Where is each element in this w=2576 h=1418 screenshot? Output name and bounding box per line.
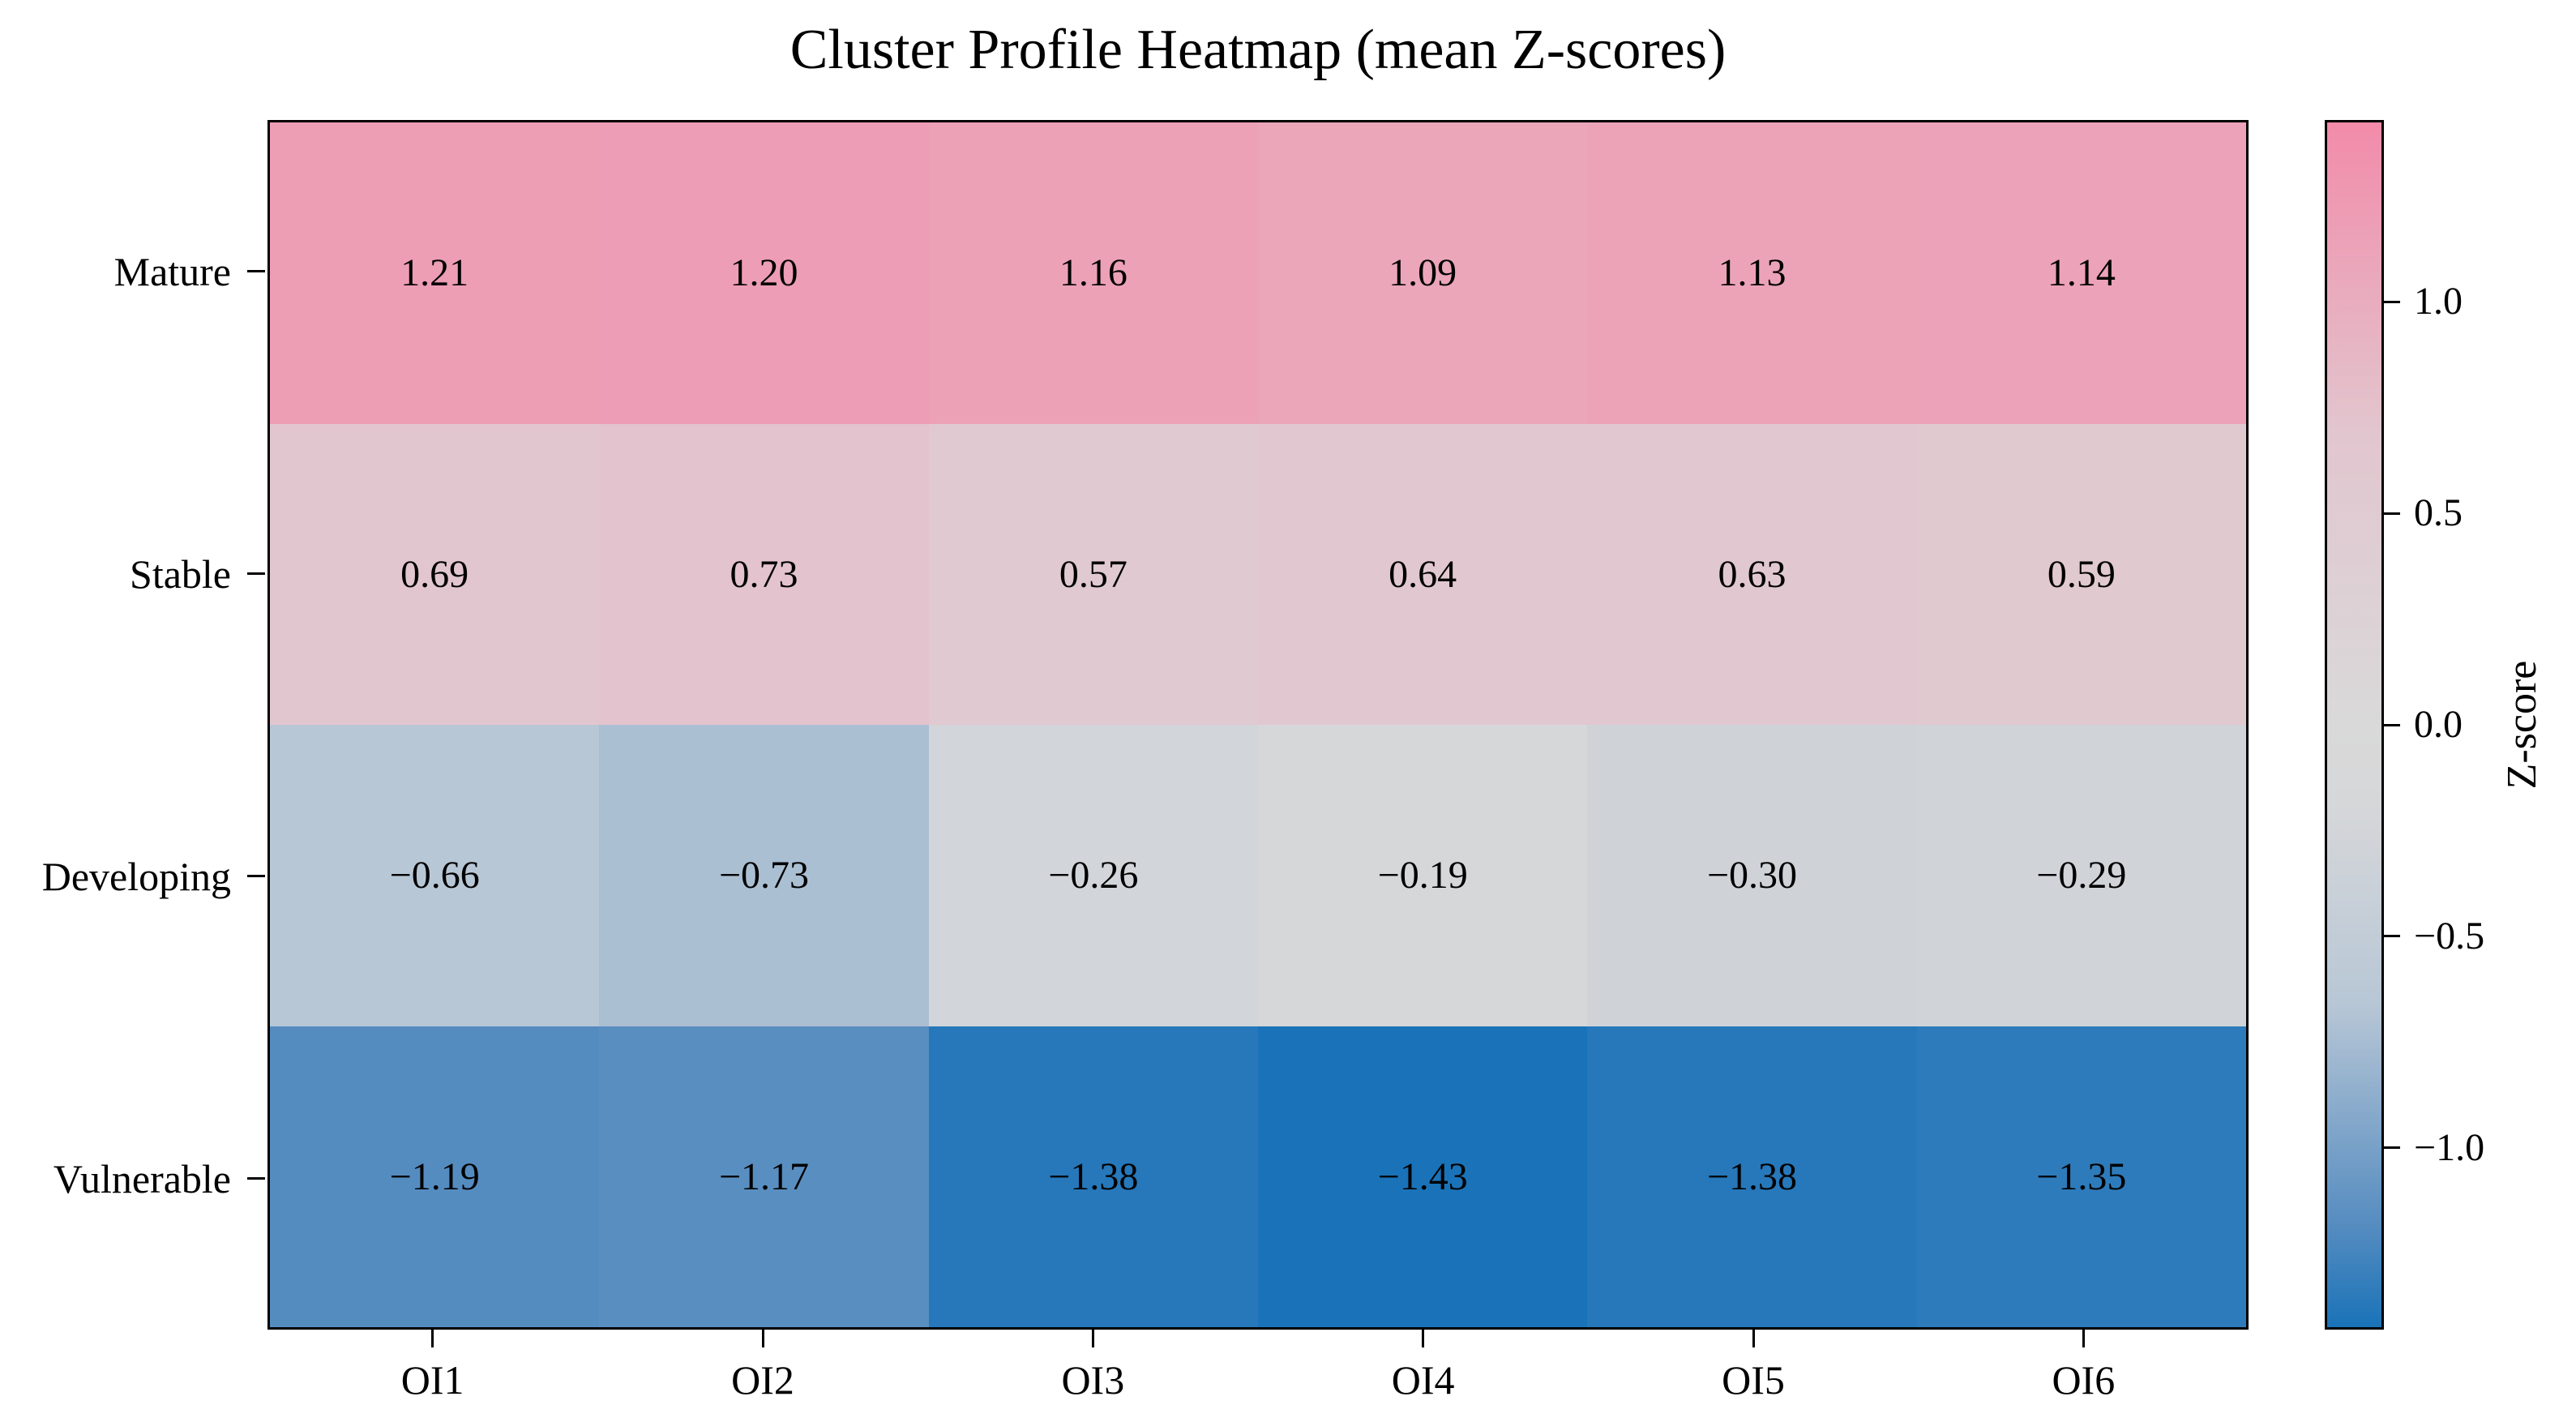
x-tick-OI4 <box>1422 1330 1425 1347</box>
heatmap-cell-Mature-OI5: 1.13 <box>1587 122 1917 424</box>
colorbar-tick--1 <box>2384 1146 2400 1150</box>
heatmap-cell-Mature-OI1: 1.21 <box>270 122 600 424</box>
colorbar-tick-label-0: 0.0 <box>2414 703 2463 746</box>
heatmap-cell-Developing-OI5: −0.30 <box>1587 725 1917 1026</box>
x-axis-label-OI2: OI2 <box>731 1357 794 1403</box>
heatmap-cell-Stable-OI5: 0.63 <box>1587 423 1917 725</box>
chart-title: Cluster Profile Heatmap (mean Z-scores) <box>789 19 1727 81</box>
colorbar-tick--0.5 <box>2384 935 2400 938</box>
colorbar-tick-label-1: 1.0 <box>2414 280 2463 323</box>
heatmap-cell-Developing-OI6: −0.29 <box>1916 725 2246 1026</box>
heatmap-cell-Developing-OI1: −0.66 <box>270 725 600 1026</box>
x-axis-label-OI5: OI5 <box>1722 1357 1785 1403</box>
y-tick-Vulnerable <box>247 1177 265 1180</box>
colorbar <box>2325 120 2384 1330</box>
x-axis-label-OI3: OI3 <box>1061 1357 1125 1403</box>
x-axis-label-OI4: OI4 <box>1391 1357 1455 1403</box>
y-axis-label-Mature: Mature <box>113 248 231 294</box>
y-axis-label-Stable: Stable <box>130 550 231 597</box>
heatmap-cell-Vulnerable-OI4: −1.43 <box>1258 1026 1588 1327</box>
plot-area: 1.21 1.20 1.16 1.09 1.13 1.14 0.69 0.73 0.57 0.64… <box>267 120 2249 1330</box>
x-tick-OI1 <box>431 1330 434 1347</box>
colorbar-tick-0.5 <box>2384 512 2400 515</box>
heatmap-cell-Vulnerable-OI2: −1.17 <box>599 1026 929 1327</box>
heatmap-cell-Mature-OI6: 1.14 <box>1916 122 2246 424</box>
colorbar-tick-label--0.5: −0.5 <box>2414 914 2485 957</box>
heatmap-cell-Vulnerable-OI1: −1.19 <box>270 1026 600 1327</box>
x-tick-OI5 <box>1752 1330 1755 1347</box>
heatmap-cell-Mature-OI2: 1.20 <box>599 122 929 424</box>
y-tick-Mature <box>247 270 265 272</box>
x-axis-label-OI1: OI1 <box>400 1357 464 1403</box>
y-tick-Stable <box>247 572 265 575</box>
colorbar-gradient <box>2327 122 2381 1327</box>
y-tick-Developing <box>247 875 265 877</box>
heatmap-cell-Mature-OI4: 1.09 <box>1258 122 1588 424</box>
colorbar-tick-1 <box>2384 300 2400 303</box>
heatmap-cell-Developing-OI3: −0.26 <box>928 725 1258 1026</box>
heatmap-cell-Stable-OI3: 0.57 <box>928 423 1258 725</box>
y-axis-label-Vulnerable: Vulnerable <box>53 1155 231 1202</box>
colorbar-tick-0 <box>2384 723 2400 726</box>
colorbar-axis-label: Z-score <box>2499 660 2545 790</box>
heatmap-cell-Stable-OI6: 0.59 <box>1916 423 2246 725</box>
colorbar-tick-label--1: −1.0 <box>2414 1125 2485 1169</box>
x-tick-OI3 <box>1091 1330 1094 1347</box>
heatmap-cell-Stable-OI2: 0.73 <box>599 423 929 725</box>
heatmap-cell-Vulnerable-OI5: −1.38 <box>1587 1026 1917 1327</box>
heatmap-cell-Developing-OI4: −0.19 <box>1258 725 1588 1026</box>
heatmap-grid: 1.21 1.20 1.16 1.09 1.13 1.14 0.69 0.73 0.57 0.64… <box>270 122 2246 1327</box>
heatmap-cell-Mature-OI3: 1.16 <box>928 122 1258 424</box>
heatmap-cell-Stable-OI4: 0.64 <box>1258 423 1588 725</box>
x-axis-label-OI6: OI6 <box>2052 1357 2116 1403</box>
heatmap-cell-Stable-OI1: 0.69 <box>270 423 600 725</box>
heatmap-cell-Vulnerable-OI3: −1.38 <box>928 1026 1258 1327</box>
x-tick-OI2 <box>761 1330 764 1347</box>
heatmap-cell-Vulnerable-OI6: −1.35 <box>1916 1026 2246 1327</box>
heatmap-cell-Developing-OI2: −0.73 <box>599 725 929 1026</box>
x-tick-OI6 <box>2082 1330 2085 1347</box>
y-axis-label-Developing: Developing <box>41 853 231 899</box>
colorbar-tick-label-0.5: 0.5 <box>2414 491 2463 535</box>
